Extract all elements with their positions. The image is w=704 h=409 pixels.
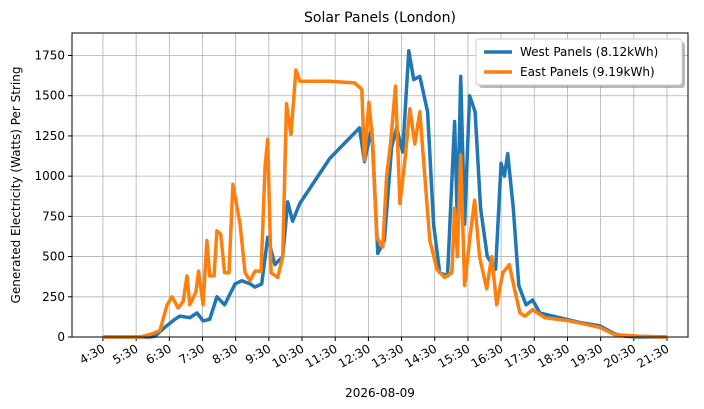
x-tick-label: 9:30 [243, 341, 273, 367]
y-tick-label: 1750 [34, 49, 65, 63]
x-axis-label: 2026-08-09 [345, 386, 415, 400]
y-tick-label: 1000 [34, 169, 65, 183]
x-tick-label: 8:30 [210, 341, 240, 367]
x-tick-label: 14:30 [402, 341, 439, 370]
line-series [103, 48, 667, 339]
x-tick-label: 16:30 [469, 341, 506, 370]
legend-box [475, 38, 683, 86]
x-tick-label: 17:30 [502, 341, 539, 370]
x-tick-label: 13:30 [369, 341, 406, 370]
y-tick-label: 0 [57, 330, 65, 344]
y-tick-label: 250 [42, 290, 65, 304]
x-tick-label: 4:30 [77, 341, 107, 367]
plot-frame [71, 32, 689, 338]
y-tick-label: 500 [42, 250, 65, 264]
x-tick-label: 5:30 [110, 341, 140, 367]
x-tick-label: 12:30 [336, 341, 373, 370]
y-tick-label: 750 [42, 209, 65, 223]
chart-title: Solar Panels (London) [304, 10, 456, 26]
line-series [103, 68, 668, 339]
legend: West Panels (8.12kWh) East Panels (9.19kW… [475, 38, 685, 88]
x-tick-label: 20:30 [601, 341, 638, 370]
y-tick-label: 1500 [34, 89, 65, 103]
x-tick-label: 21:30 [635, 341, 672, 370]
x-tick-label: 18:30 [535, 341, 572, 370]
x-tick-label: 15:30 [435, 341, 472, 370]
x-tick-label: 6:30 [143, 341, 173, 367]
y-tick-label: 1250 [34, 129, 65, 143]
legend-label: East Panels (9.19kWh) [520, 65, 655, 79]
y-axis-label: Generated Electricity (Watts) Per String [9, 67, 23, 304]
legend-label: West Panels (8.12kWh) [520, 45, 658, 59]
x-tick-label: 11:30 [303, 341, 340, 370]
x-tick-label: 19:30 [568, 341, 605, 370]
x-tick-label: 10:30 [270, 341, 307, 370]
x-tick-label: 7:30 [177, 341, 207, 367]
